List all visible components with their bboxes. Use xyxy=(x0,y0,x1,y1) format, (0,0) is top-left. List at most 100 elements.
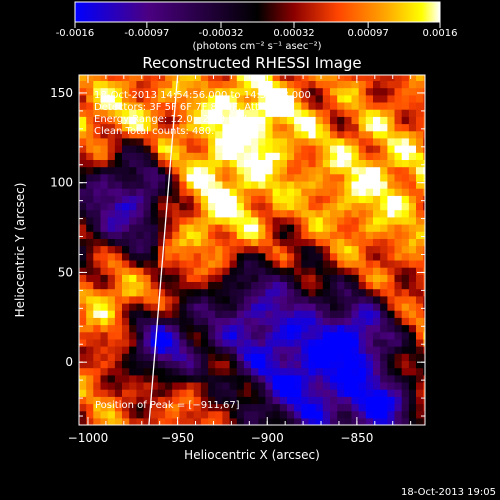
heatmap-cell xyxy=(358,159,367,168)
heatmap-cell xyxy=(344,159,353,168)
heatmap-cell xyxy=(236,396,245,405)
heatmap-cell xyxy=(243,80,252,89)
heatmap-cell xyxy=(315,202,324,211)
heatmap-cell xyxy=(114,116,123,125)
heatmap-cell xyxy=(401,188,410,196)
annotation-line: 18-Oct-2013 14:54:56.000 to 14:55:08.000 xyxy=(94,90,311,101)
heatmap-cell xyxy=(258,252,267,261)
heatmap-cell xyxy=(186,317,195,326)
heatmap-cell xyxy=(243,417,252,425)
heatmap-cell xyxy=(100,202,109,211)
heatmap-cell xyxy=(401,137,410,146)
heatmap-cell xyxy=(215,180,223,189)
heatmap-cell xyxy=(337,259,345,268)
heatmap-cell xyxy=(193,317,202,326)
heatmap-cell xyxy=(265,295,274,304)
heatmap-cell xyxy=(258,224,267,232)
heatmap-cell xyxy=(236,381,245,390)
heatmap-cell xyxy=(373,195,381,204)
heatmap-cell xyxy=(308,346,317,354)
heatmap-cell xyxy=(251,381,259,390)
heatmap-cell xyxy=(86,116,94,125)
heatmap-cell xyxy=(215,231,223,239)
heatmap-cell xyxy=(344,238,353,247)
heatmap-cell xyxy=(179,324,188,333)
heatmap-cell xyxy=(294,346,302,354)
heatmap-cell xyxy=(136,202,145,211)
heatmap-cell xyxy=(272,123,281,132)
heatmap-cell xyxy=(423,417,425,425)
heatmap-cell xyxy=(157,109,166,117)
heatmap-cell xyxy=(315,317,324,326)
heatmap-cell xyxy=(373,267,381,275)
heatmap-cell xyxy=(337,202,345,211)
heatmap-cell xyxy=(200,166,209,175)
heatmap-cell xyxy=(179,245,188,254)
heatmap-cell xyxy=(358,87,367,96)
heatmap-cell xyxy=(208,216,216,225)
heatmap-cell xyxy=(315,310,324,318)
heatmap-cell xyxy=(301,75,310,81)
heatmap-cell xyxy=(294,238,302,247)
heatmap-cell xyxy=(143,324,152,333)
heatmap-cell xyxy=(86,80,94,89)
heatmap-cell xyxy=(373,346,381,354)
heatmap-cell xyxy=(143,123,152,132)
heatmap-cell xyxy=(229,109,238,117)
heatmap-cell xyxy=(200,417,209,425)
heatmap-cell xyxy=(208,75,216,81)
heatmap-cell xyxy=(165,389,173,397)
heatmap-cell xyxy=(165,281,173,290)
heatmap-cell xyxy=(107,346,116,354)
heatmap-cell xyxy=(229,195,238,204)
heatmap-cell xyxy=(186,130,195,139)
heatmap-cell xyxy=(208,353,216,361)
x-tick-label: −950 xyxy=(161,431,194,445)
heatmap-cell xyxy=(365,410,374,419)
heatmap-cell xyxy=(86,353,94,361)
heatmap-cell xyxy=(322,159,331,168)
heatmap-cell xyxy=(100,159,109,168)
heatmap-cell xyxy=(408,159,417,168)
heatmap-cell xyxy=(287,195,295,204)
heatmap-cell xyxy=(315,238,324,247)
heatmap-cell xyxy=(93,159,102,168)
heatmap-cell xyxy=(114,281,123,290)
heatmap-cell xyxy=(129,288,137,297)
heatmap-cell xyxy=(401,295,410,304)
heatmap-cell xyxy=(423,159,425,168)
heatmap-cell xyxy=(236,281,245,290)
heatmap-cell xyxy=(272,238,281,247)
heatmap-cell xyxy=(143,209,152,218)
heatmap-cell xyxy=(179,116,188,125)
heatmap-cell xyxy=(308,188,317,196)
heatmap-cell xyxy=(416,317,424,326)
heatmap-cell xyxy=(365,288,374,297)
heatmap-cell xyxy=(380,346,388,354)
heatmap-cell xyxy=(365,389,374,397)
heatmap-cell xyxy=(193,224,202,232)
heatmap-cell xyxy=(416,302,424,311)
heatmap-cell xyxy=(165,238,173,247)
heatmap-cell xyxy=(157,145,166,153)
heatmap-cell xyxy=(157,166,166,175)
heatmap-cell xyxy=(330,166,338,175)
heatmap-cell xyxy=(315,389,324,397)
heatmap-cell xyxy=(208,417,216,425)
heatmap-cell xyxy=(165,130,173,139)
heatmap-cell xyxy=(200,109,209,117)
heatmap-cell xyxy=(215,101,223,110)
heatmap-cell xyxy=(373,281,381,290)
heatmap-cell xyxy=(408,123,417,132)
heatmap-cell xyxy=(165,101,173,110)
heatmap-cell xyxy=(129,367,137,376)
heatmap-cell xyxy=(236,252,245,261)
heatmap-cell xyxy=(308,417,317,425)
heatmap-cell xyxy=(394,317,403,326)
heatmap-cell xyxy=(272,331,281,340)
heatmap-cell xyxy=(373,166,381,175)
heatmap-cell xyxy=(416,231,424,239)
heatmap-cell xyxy=(315,130,324,139)
heatmap-cell xyxy=(200,381,209,390)
heatmap-cell xyxy=(157,75,166,81)
